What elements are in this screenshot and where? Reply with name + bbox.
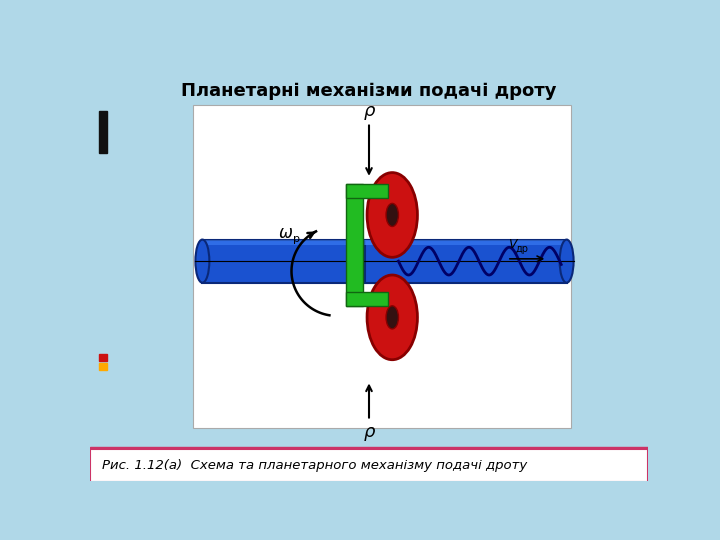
Text: ω: ω	[279, 224, 293, 242]
Text: ρ: ρ	[364, 102, 374, 120]
Bar	[346, 184, 388, 198]
Text: ρ: ρ	[364, 423, 374, 441]
Bar	[365, 240, 567, 245]
Ellipse shape	[386, 204, 398, 226]
Bar	[202, 240, 377, 283]
Ellipse shape	[195, 240, 210, 283]
Bar	[99, 354, 107, 361]
Bar	[99, 363, 107, 370]
Ellipse shape	[386, 306, 398, 329]
Bar	[202, 240, 377, 245]
Text: р: р	[293, 234, 300, 244]
Bar	[346, 184, 363, 306]
Text: Рис. 1.12(а)  Схема та планетарного механізму подачі дроту: Рис. 1.12(а) Схема та планетарного механ…	[102, 460, 527, 472]
Ellipse shape	[367, 275, 418, 360]
Text: дp: дp	[516, 244, 528, 254]
Text: V: V	[508, 238, 517, 251]
Bar	[193, 105, 571, 428]
Ellipse shape	[559, 240, 574, 283]
Bar	[346, 292, 388, 306]
Bar	[90, 449, 648, 482]
Bar	[365, 240, 567, 283]
Bar	[90, 448, 648, 449]
Ellipse shape	[367, 173, 418, 257]
Text: Планетарні механізми подачі дроту: Планетарні механізми подачі дроту	[181, 82, 557, 100]
Bar	[99, 111, 107, 153]
